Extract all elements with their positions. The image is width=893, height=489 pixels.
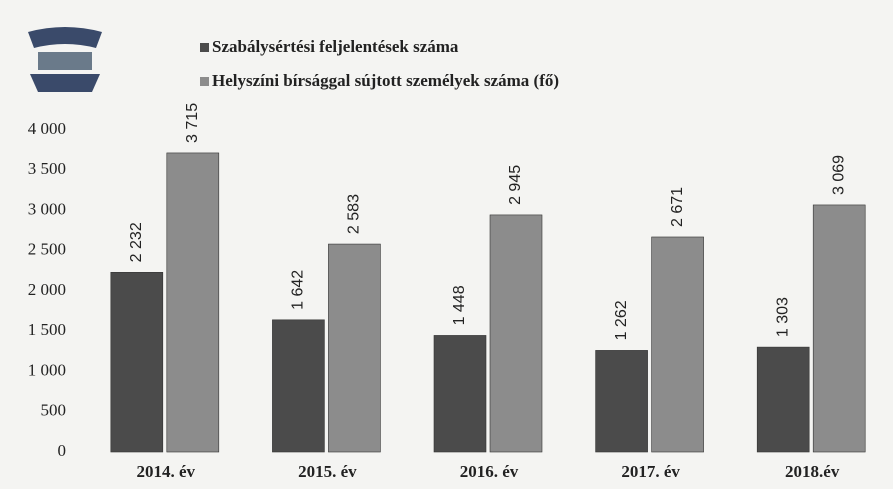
y-tick-label: 500 bbox=[41, 401, 67, 420]
legend-swatch bbox=[200, 43, 209, 52]
data-label: 1 262 bbox=[613, 300, 630, 340]
data-label: 2 583 bbox=[346, 194, 363, 234]
bar bbox=[433, 335, 487, 453]
x-tick-label: 2017. év bbox=[621, 462, 680, 481]
data-label: 3 069 bbox=[830, 155, 847, 195]
y-tick-label: 0 bbox=[58, 441, 67, 460]
y-tick-label: 2 500 bbox=[28, 240, 66, 259]
data-label: 3 715 bbox=[184, 103, 201, 143]
bar bbox=[110, 272, 164, 453]
x-tick-label: 2015. év bbox=[298, 462, 357, 481]
y-tick-label: 3 500 bbox=[28, 159, 66, 178]
bar bbox=[328, 243, 381, 453]
x-tick-label: 2018.év bbox=[785, 462, 840, 481]
x-tick-label: 2014. év bbox=[137, 462, 196, 481]
bar bbox=[166, 152, 220, 453]
logo bbox=[28, 27, 102, 92]
y-tick-label: 3 000 bbox=[28, 199, 66, 218]
y-tick-label: 1 500 bbox=[28, 320, 66, 339]
bar bbox=[651, 236, 704, 453]
x-tick-label: 2016. év bbox=[460, 462, 519, 481]
bar bbox=[756, 346, 810, 453]
legend-label: Helyszíni bírsággal sújtott személyek sz… bbox=[212, 71, 559, 90]
data-label: 1 642 bbox=[290, 270, 307, 310]
legend-swatch bbox=[200, 77, 209, 86]
bar bbox=[595, 350, 648, 453]
y-tick-label: 1 000 bbox=[28, 360, 66, 379]
y-tick-label: 4 000 bbox=[28, 119, 66, 138]
data-label: 2 671 bbox=[669, 187, 686, 227]
legend-label: Szabálysértési feljelentések száma bbox=[212, 37, 459, 56]
data-label: 2 232 bbox=[128, 222, 145, 262]
data-label: 1 448 bbox=[451, 285, 468, 325]
bar bbox=[812, 204, 866, 453]
data-label: 1 303 bbox=[774, 297, 791, 337]
y-tick-label: 2 000 bbox=[28, 280, 66, 299]
data-label: 2 945 bbox=[507, 165, 524, 205]
bar bbox=[272, 319, 325, 453]
bar bbox=[489, 214, 543, 453]
